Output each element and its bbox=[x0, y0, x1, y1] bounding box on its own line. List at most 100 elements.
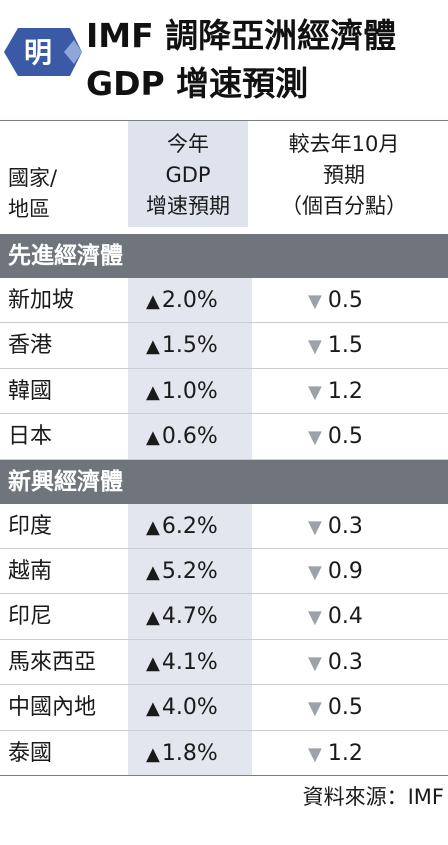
forecast-value: 4.7% bbox=[161, 604, 218, 630]
triangle-down-icon: ▼ bbox=[308, 698, 322, 720]
table-row: 印度 ▲6.2% ▼ 0.3 bbox=[0, 503, 448, 550]
triangle-up-icon: ▲ bbox=[146, 336, 160, 358]
triangle-down-icon: ▼ bbox=[308, 291, 322, 312]
forecast-cell: ▲4.0% bbox=[128, 685, 252, 730]
triangle-down-icon: ▼ bbox=[308, 381, 322, 403]
triangle-up-icon: ▲ bbox=[146, 743, 160, 765]
table-row: 馬來西亞 ▲4.1% ▼ 0.3 bbox=[0, 639, 448, 686]
header: 明 IMF 調降亞洲經濟體 GDP 增速預測 bbox=[0, 0, 448, 118]
change-value: 0.9 bbox=[327, 558, 363, 584]
change-cell: ▼ 0.3 bbox=[308, 504, 363, 550]
region-cell: 越南 bbox=[8, 558, 53, 584]
forecast-value: 2.0% bbox=[161, 288, 218, 313]
forecast-value: 0.6% bbox=[161, 424, 218, 450]
triangle-up-icon: ▲ bbox=[146, 652, 160, 674]
header-region-line: 國家/ bbox=[8, 166, 58, 190]
change-value: 0.3 bbox=[327, 513, 363, 539]
forecast-value: 4.1% bbox=[161, 649, 218, 675]
triangle-down-icon: ▼ bbox=[308, 427, 322, 449]
header-forecast-line: GDP bbox=[165, 163, 211, 187]
triangle-up-icon: ▲ bbox=[146, 291, 160, 312]
section-header: 新興經濟體 bbox=[0, 459, 448, 504]
table-body: 先進經濟體 新加坡 ▲2.0% ▼ 0.5 香港 ▲1.5% ▼ 1.5 韓國 ▲1.0% ▼ 1.2 日… bbox=[0, 234, 448, 776]
region-cell: 新加坡 bbox=[8, 288, 75, 313]
header-change-line: 較去年10月 bbox=[288, 132, 400, 156]
forecast-cell: ▲4.1% bbox=[128, 639, 252, 685]
table-row: 日本 ▲0.6% ▼ 0.5 bbox=[0, 414, 448, 460]
forecast-table: 國家/ 地區 今年 GDP 增速預期 較去年10月 預期 （個百分點） 先進經濟… bbox=[0, 120, 448, 776]
triangle-down-icon: ▼ bbox=[308, 743, 322, 765]
table-row: 越南 ▲5.2% ▼ 0.9 bbox=[0, 548, 448, 595]
table-row: 韓國 ▲1.0% ▼ 1.2 bbox=[0, 368, 448, 415]
header-change-line: 預期 bbox=[323, 163, 365, 187]
table-row: 印尼 ▲4.7% ▼ 0.4 bbox=[0, 594, 448, 640]
change-cell: ▼ 1.2 bbox=[308, 731, 363, 777]
header-region: 國家/ 地區 bbox=[8, 163, 57, 225]
forecast-value: 1.8% bbox=[161, 740, 218, 766]
forecast-cell: ▲1.8% bbox=[128, 730, 252, 776]
header-forecast-line: 今年 bbox=[167, 132, 209, 156]
triangle-up-icon: ▲ bbox=[146, 607, 160, 629]
change-value: 0.5 bbox=[327, 288, 363, 313]
forecast-cell: ▲0.6% bbox=[128, 414, 252, 459]
triangle-down-icon: ▼ bbox=[308, 607, 322, 629]
change-value: 1.2 bbox=[327, 740, 363, 766]
triangle-up-icon: ▲ bbox=[146, 381, 160, 403]
forecast-value: 6.2% bbox=[161, 513, 218, 539]
forecast-value: 4.0% bbox=[161, 695, 218, 721]
triangle-up-icon: ▲ bbox=[146, 516, 160, 538]
change-value: 0.5 bbox=[327, 424, 363, 450]
change-cell: ▼ 0.5 bbox=[308, 278, 363, 324]
forecast-value: 1.5% bbox=[161, 333, 218, 359]
forecast-value: 5.2% bbox=[161, 558, 218, 584]
change-cell: ▼ 1.2 bbox=[308, 369, 363, 415]
bottom-divider bbox=[0, 775, 448, 776]
change-cell: ▼ 0.4 bbox=[308, 594, 363, 640]
change-cell: ▼ 0.9 bbox=[308, 549, 363, 595]
section-header: 先進經濟體 bbox=[0, 234, 448, 278]
region-cell: 馬來西亞 bbox=[8, 649, 97, 675]
triangle-down-icon: ▼ bbox=[308, 561, 322, 583]
forecast-cell: ▲5.2% bbox=[128, 548, 252, 594]
change-value: 0.5 bbox=[327, 695, 363, 721]
triangle-up-icon: ▲ bbox=[146, 427, 160, 449]
change-value: 1.5 bbox=[327, 333, 363, 359]
region-cell: 泰國 bbox=[8, 740, 53, 766]
change-cell: ▼ 0.5 bbox=[308, 685, 363, 731]
region-cell: 印度 bbox=[8, 513, 53, 539]
triangle-down-icon: ▼ bbox=[308, 652, 322, 674]
header-change: 較去年10月 預期 （個百分點） bbox=[264, 129, 424, 222]
region-cell: 中國內地 bbox=[8, 695, 97, 721]
newspaper-logo-icon: 明 bbox=[4, 28, 82, 76]
triangle-down-icon: ▼ bbox=[308, 336, 322, 358]
page-title-line1: IMF 調降亞洲經濟體 bbox=[86, 16, 397, 55]
page-title-line2: GDP 增速預測 bbox=[86, 64, 309, 103]
change-cell: ▼ 0.5 bbox=[308, 414, 363, 460]
table-header: 國家/ 地區 今年 GDP 增速預期 較去年10月 預期 （個百分點） bbox=[0, 120, 448, 234]
triangle-down-icon: ▼ bbox=[308, 516, 322, 538]
table-row: 泰國 ▲1.8% ▼ 1.2 bbox=[0, 730, 448, 777]
region-cell: 韓國 bbox=[8, 378, 53, 404]
change-value: 0.4 bbox=[327, 604, 363, 630]
triangle-up-icon: ▲ bbox=[146, 561, 160, 583]
change-value: 0.3 bbox=[327, 649, 363, 675]
change-cell: ▼ 0.3 bbox=[308, 640, 363, 686]
forecast-cell: ▲6.2% bbox=[128, 503, 252, 548]
forecast-value: 1.0% bbox=[161, 378, 218, 404]
forecast-cell: ▲1.0% bbox=[128, 368, 252, 414]
forecast-cell: ▲2.0% bbox=[128, 278, 252, 323]
forecast-cell: ▲1.5% bbox=[128, 323, 252, 368]
change-value: 1.2 bbox=[327, 378, 363, 404]
forecast-cell: ▲4.7% bbox=[128, 594, 252, 639]
region-cell: 印尼 bbox=[8, 604, 53, 630]
source-note: 資料來源：IMF bbox=[302, 785, 444, 809]
triangle-up-icon: ▲ bbox=[146, 698, 160, 720]
logo-text: 明 bbox=[24, 36, 52, 69]
header-change-line: （個百分點） bbox=[281, 194, 407, 218]
table-row: 香港 ▲1.5% ▼ 1.5 bbox=[0, 323, 448, 369]
header-forecast-line: 增速預期 bbox=[146, 194, 230, 218]
header-forecast: 今年 GDP 增速預期 bbox=[128, 121, 248, 227]
region-cell: 日本 bbox=[8, 424, 53, 450]
table-row: 中國內地 ▲4.0% ▼ 0.5 bbox=[0, 685, 448, 731]
change-cell: ▼ 1.5 bbox=[308, 323, 363, 369]
